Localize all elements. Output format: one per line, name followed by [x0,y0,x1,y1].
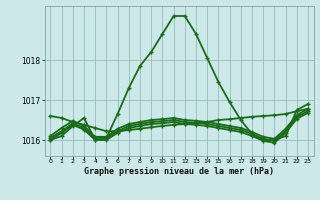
X-axis label: Graphe pression niveau de la mer (hPa): Graphe pression niveau de la mer (hPa) [84,167,274,176]
